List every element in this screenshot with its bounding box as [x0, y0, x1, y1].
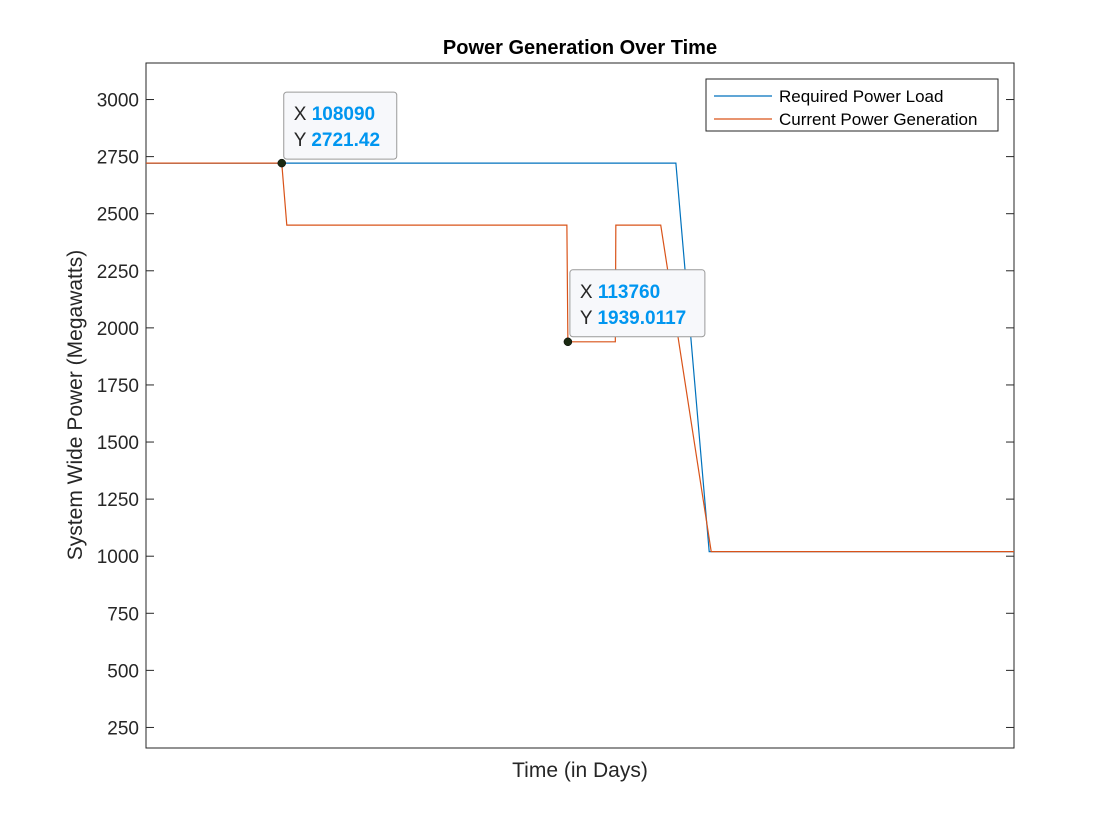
- y-tick-label: 2500: [97, 205, 139, 226]
- y-tick-label: 500: [107, 661, 139, 682]
- y-tick-label: 3000: [97, 91, 139, 112]
- y-tick-label: 750: [107, 604, 139, 625]
- y-tick-label: 2750: [97, 148, 139, 169]
- datatip-x-row: X 113760: [580, 282, 660, 303]
- y-tick-label: 250: [107, 718, 139, 739]
- legend-box: [705, 78, 999, 132]
- datatip-y-value: 2721.42: [311, 130, 380, 151]
- y-tick-label: 2250: [97, 262, 139, 283]
- y-tick-label: 1500: [97, 433, 139, 454]
- y-tick-label: 1250: [97, 490, 139, 511]
- series-current-power-generation: [146, 162, 1014, 553]
- datatip-y-value: 1939.0117: [597, 308, 686, 329]
- datatip-y-key: Y: [294, 130, 312, 151]
- datatip-marker[interactable]: [563, 337, 573, 347]
- datatip-marker[interactable]: [277, 158, 287, 168]
- series-layer: [146, 162, 1014, 553]
- datatip-x-row: X 108090: [294, 104, 375, 125]
- datatip-y-row: Y 2721.42: [294, 130, 380, 151]
- legend-label: Current Power Generation: [779, 110, 977, 129]
- datatip-x-value: 108090: [312, 104, 375, 125]
- y-tick-label: 1750: [97, 376, 139, 397]
- y-axis-label: System Wide Power (Megawatts): [64, 250, 87, 560]
- datatip-x-value: 113760: [598, 282, 660, 303]
- datatip-x-key: X: [294, 104, 312, 125]
- legend: Required Power Load Current Power Generat…: [705, 78, 999, 132]
- chart-title: Power Generation Over Time: [443, 37, 717, 59]
- y-axis-ticks: 250 500 750 1000 1250 1500 1750 2000 2250 2500 275…: [97, 91, 1014, 739]
- y-tick-label: 2000: [97, 319, 139, 340]
- datatip-x-key: X: [580, 282, 598, 303]
- datatip-box: [283, 91, 398, 160]
- y-tick-label: 1000: [97, 547, 139, 568]
- datatip-y-row: Y 1939.0117: [580, 308, 686, 329]
- legend-label: Required Power Load: [779, 87, 943, 106]
- datatip-box: [569, 269, 706, 338]
- plot-area: [145, 62, 1015, 749]
- x-axis-label: Time (in Days): [512, 759, 648, 782]
- datatip-y-key: Y: [580, 308, 598, 329]
